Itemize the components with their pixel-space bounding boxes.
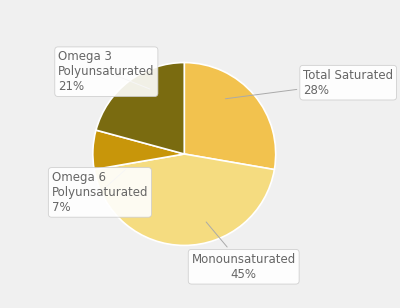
Wedge shape [93, 130, 184, 170]
Text: Total Saturated
28%: Total Saturated 28% [226, 69, 393, 99]
Text: Monounsaturated
45%: Monounsaturated 45% [192, 222, 296, 281]
Wedge shape [96, 63, 184, 154]
Wedge shape [94, 154, 274, 245]
Text: Omega 6
Polyunsaturated
7%: Omega 6 Polyunsaturated 7% [52, 170, 148, 214]
Wedge shape [184, 63, 276, 170]
Text: Omega 3
Polyunsaturated
21%: Omega 3 Polyunsaturated 21% [58, 50, 154, 93]
